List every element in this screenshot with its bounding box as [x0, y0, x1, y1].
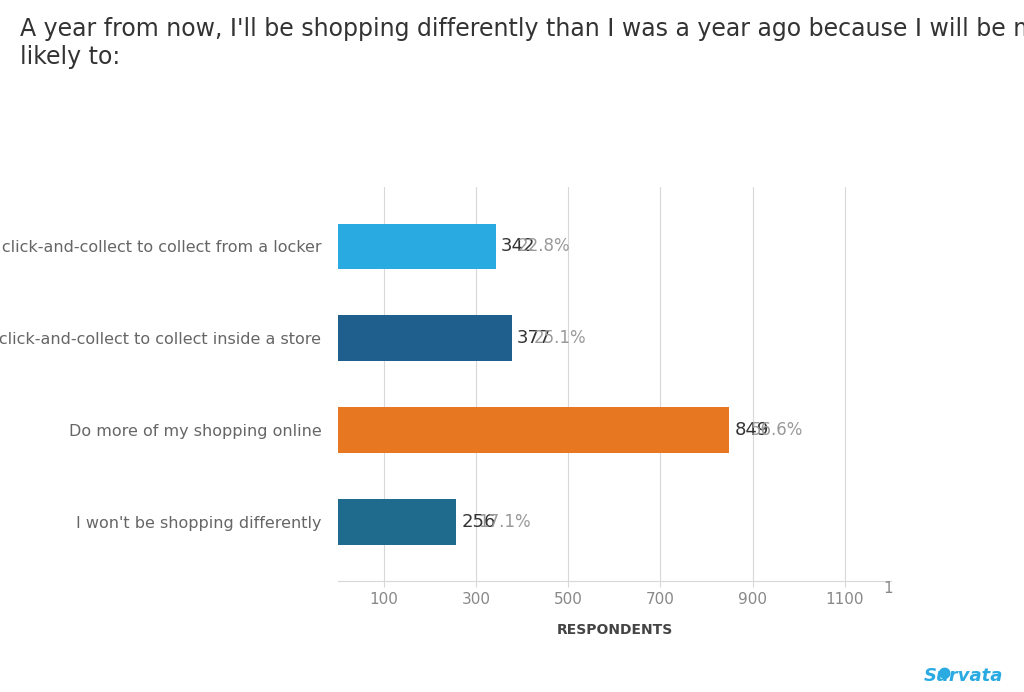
Text: 25.1%: 25.1% — [534, 329, 586, 347]
Text: A year from now, I'll be shopping differently than I was a year ago because I wi: A year from now, I'll be shopping differ… — [20, 17, 1024, 42]
Text: 377: 377 — [517, 329, 552, 347]
Text: 849: 849 — [734, 421, 769, 439]
Text: 256: 256 — [462, 513, 496, 531]
Bar — [338, 316, 512, 361]
Text: 22.8%: 22.8% — [517, 237, 570, 255]
Bar — [338, 407, 729, 453]
Text: 17.1%: 17.1% — [478, 513, 530, 531]
Text: 342: 342 — [501, 237, 536, 255]
Text: Survata: Survata — [924, 667, 1004, 685]
Text: 56.6%: 56.6% — [751, 421, 804, 439]
Text: 1: 1 — [884, 581, 893, 597]
X-axis label: RESPONDENTS: RESPONDENTS — [556, 623, 673, 637]
Text: ●: ● — [937, 664, 950, 680]
Bar — [338, 499, 456, 545]
Bar — [338, 224, 496, 269]
Text: likely to:: likely to: — [20, 45, 121, 69]
